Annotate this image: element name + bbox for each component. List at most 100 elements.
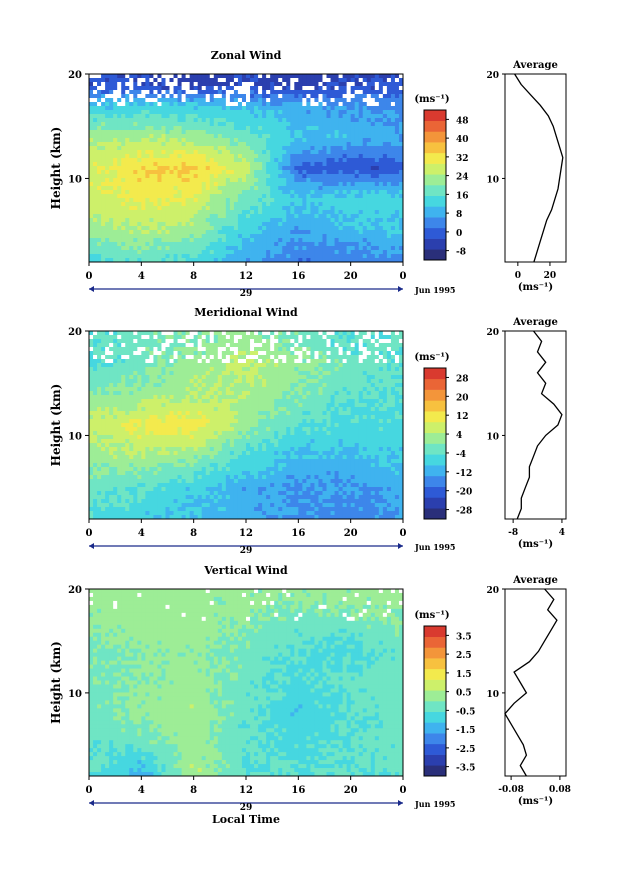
heatmap-cell	[362, 138, 368, 143]
heatmap-cell	[346, 74, 352, 79]
heatmap-cell	[141, 351, 146, 356]
heatmap-cell	[366, 190, 372, 195]
heatmap-cell	[274, 250, 279, 255]
heatmap-cell	[370, 186, 376, 191]
heatmap-cell	[169, 74, 174, 79]
heatmap-cell	[113, 106, 118, 111]
heatmap-cell	[93, 138, 98, 143]
heatmap-cell	[137, 78, 142, 83]
heatmap-cell	[145, 110, 150, 115]
heatmap-cell	[177, 194, 182, 199]
heatmap-cell	[233, 134, 239, 139]
heatmap-cell	[290, 170, 295, 175]
heatmap-cell	[233, 86, 239, 91]
heatmap-cell	[346, 238, 352, 243]
heatmap-cell	[290, 222, 295, 227]
heatmap-cell	[330, 335, 335, 340]
heatmap-cell	[189, 218, 195, 223]
heatmap-cell	[125, 254, 130, 259]
heatmap-cell	[181, 242, 187, 247]
heatmap-cell	[270, 126, 275, 131]
heatmap-cell	[342, 347, 348, 352]
heatmap-cell	[326, 158, 331, 163]
heatmap-cell	[205, 254, 211, 259]
heatmap-cell	[318, 250, 323, 255]
heatmap-cell	[270, 238, 275, 243]
heatmap-cell	[109, 114, 114, 119]
heatmap-cell	[334, 94, 339, 99]
heatmap-cell	[302, 74, 307, 79]
heatmap-cell	[121, 206, 126, 211]
heatmap-cell	[137, 98, 142, 103]
heatmap-cell	[374, 182, 380, 187]
heatmap-cell	[213, 214, 219, 219]
heatmap-cell	[398, 106, 404, 111]
heatmap-cell	[157, 122, 162, 127]
heatmap-cell	[89, 138, 94, 143]
heatmap-cell	[229, 242, 235, 247]
heatmap-cell	[398, 375, 404, 380]
heatmap-cell	[113, 194, 118, 199]
heatmap-cell	[197, 166, 203, 171]
heatmap-cell	[286, 210, 291, 215]
heatmap-cell	[290, 242, 295, 247]
heatmap-cell	[189, 222, 195, 227]
heatmap-cell	[241, 106, 247, 111]
heatmap-cell	[193, 206, 199, 211]
heatmap-cell	[342, 166, 348, 171]
heatmap-cell	[221, 250, 227, 255]
heatmap-cell	[165, 222, 170, 227]
heatmap-cell	[217, 202, 223, 207]
heatmap-cell	[282, 166, 287, 171]
heatmap-cell	[258, 82, 263, 87]
heatmap-cell	[366, 202, 372, 207]
heatmap-cell	[254, 359, 259, 364]
heatmap-cell	[334, 174, 339, 179]
heatmap-cell	[89, 86, 94, 91]
heatmap-cell	[213, 178, 219, 183]
heatmap-cell	[101, 383, 106, 388]
heatmap-cell	[197, 379, 203, 384]
heatmap-cell	[225, 110, 231, 115]
heatmap-cell	[113, 391, 118, 396]
heatmap-cell	[394, 202, 400, 207]
heatmap-cell	[282, 98, 287, 103]
heatmap-cell	[137, 74, 142, 79]
heatmap-cell	[290, 182, 295, 187]
heatmap-cell	[241, 343, 247, 348]
heatmap-cell	[113, 395, 118, 400]
heatmap-cell	[250, 178, 255, 183]
heatmap-cell	[362, 343, 368, 348]
heatmap-cell	[386, 158, 392, 163]
heatmap-cell	[141, 178, 146, 183]
heatmap-cell	[278, 238, 283, 243]
heatmap-cell	[233, 238, 239, 243]
heatmap-cell	[262, 355, 267, 360]
heatmap-cell	[310, 238, 315, 243]
heatmap-cell	[330, 387, 335, 392]
heatmap-cell	[141, 367, 146, 372]
heatmap-cell	[342, 86, 348, 91]
heatmap-cell	[105, 367, 110, 372]
heatmap-cell	[294, 178, 299, 183]
heatmap-cell	[298, 182, 303, 187]
heatmap-cell	[101, 210, 106, 215]
heatmap-cell	[161, 202, 166, 207]
heatmap-cell	[141, 122, 146, 127]
heatmap-cell	[213, 94, 219, 99]
heatmap-cell	[93, 82, 98, 87]
heatmap-cell	[117, 391, 122, 396]
heatmap-cell	[330, 182, 335, 187]
heatmap-cell	[310, 162, 315, 167]
heatmap-cell	[346, 367, 352, 372]
heatmap-cell	[398, 214, 404, 219]
heatmap-cell	[350, 158, 356, 163]
heatmap-cell	[141, 162, 146, 167]
heatmap-cell	[105, 202, 110, 207]
heatmap-cell	[398, 355, 404, 360]
heatmap-cell	[141, 194, 146, 199]
heatmap-cell	[250, 238, 255, 243]
heatmap-cell	[229, 355, 235, 360]
heatmap-cell	[209, 351, 215, 356]
heatmap-cell	[177, 114, 182, 119]
